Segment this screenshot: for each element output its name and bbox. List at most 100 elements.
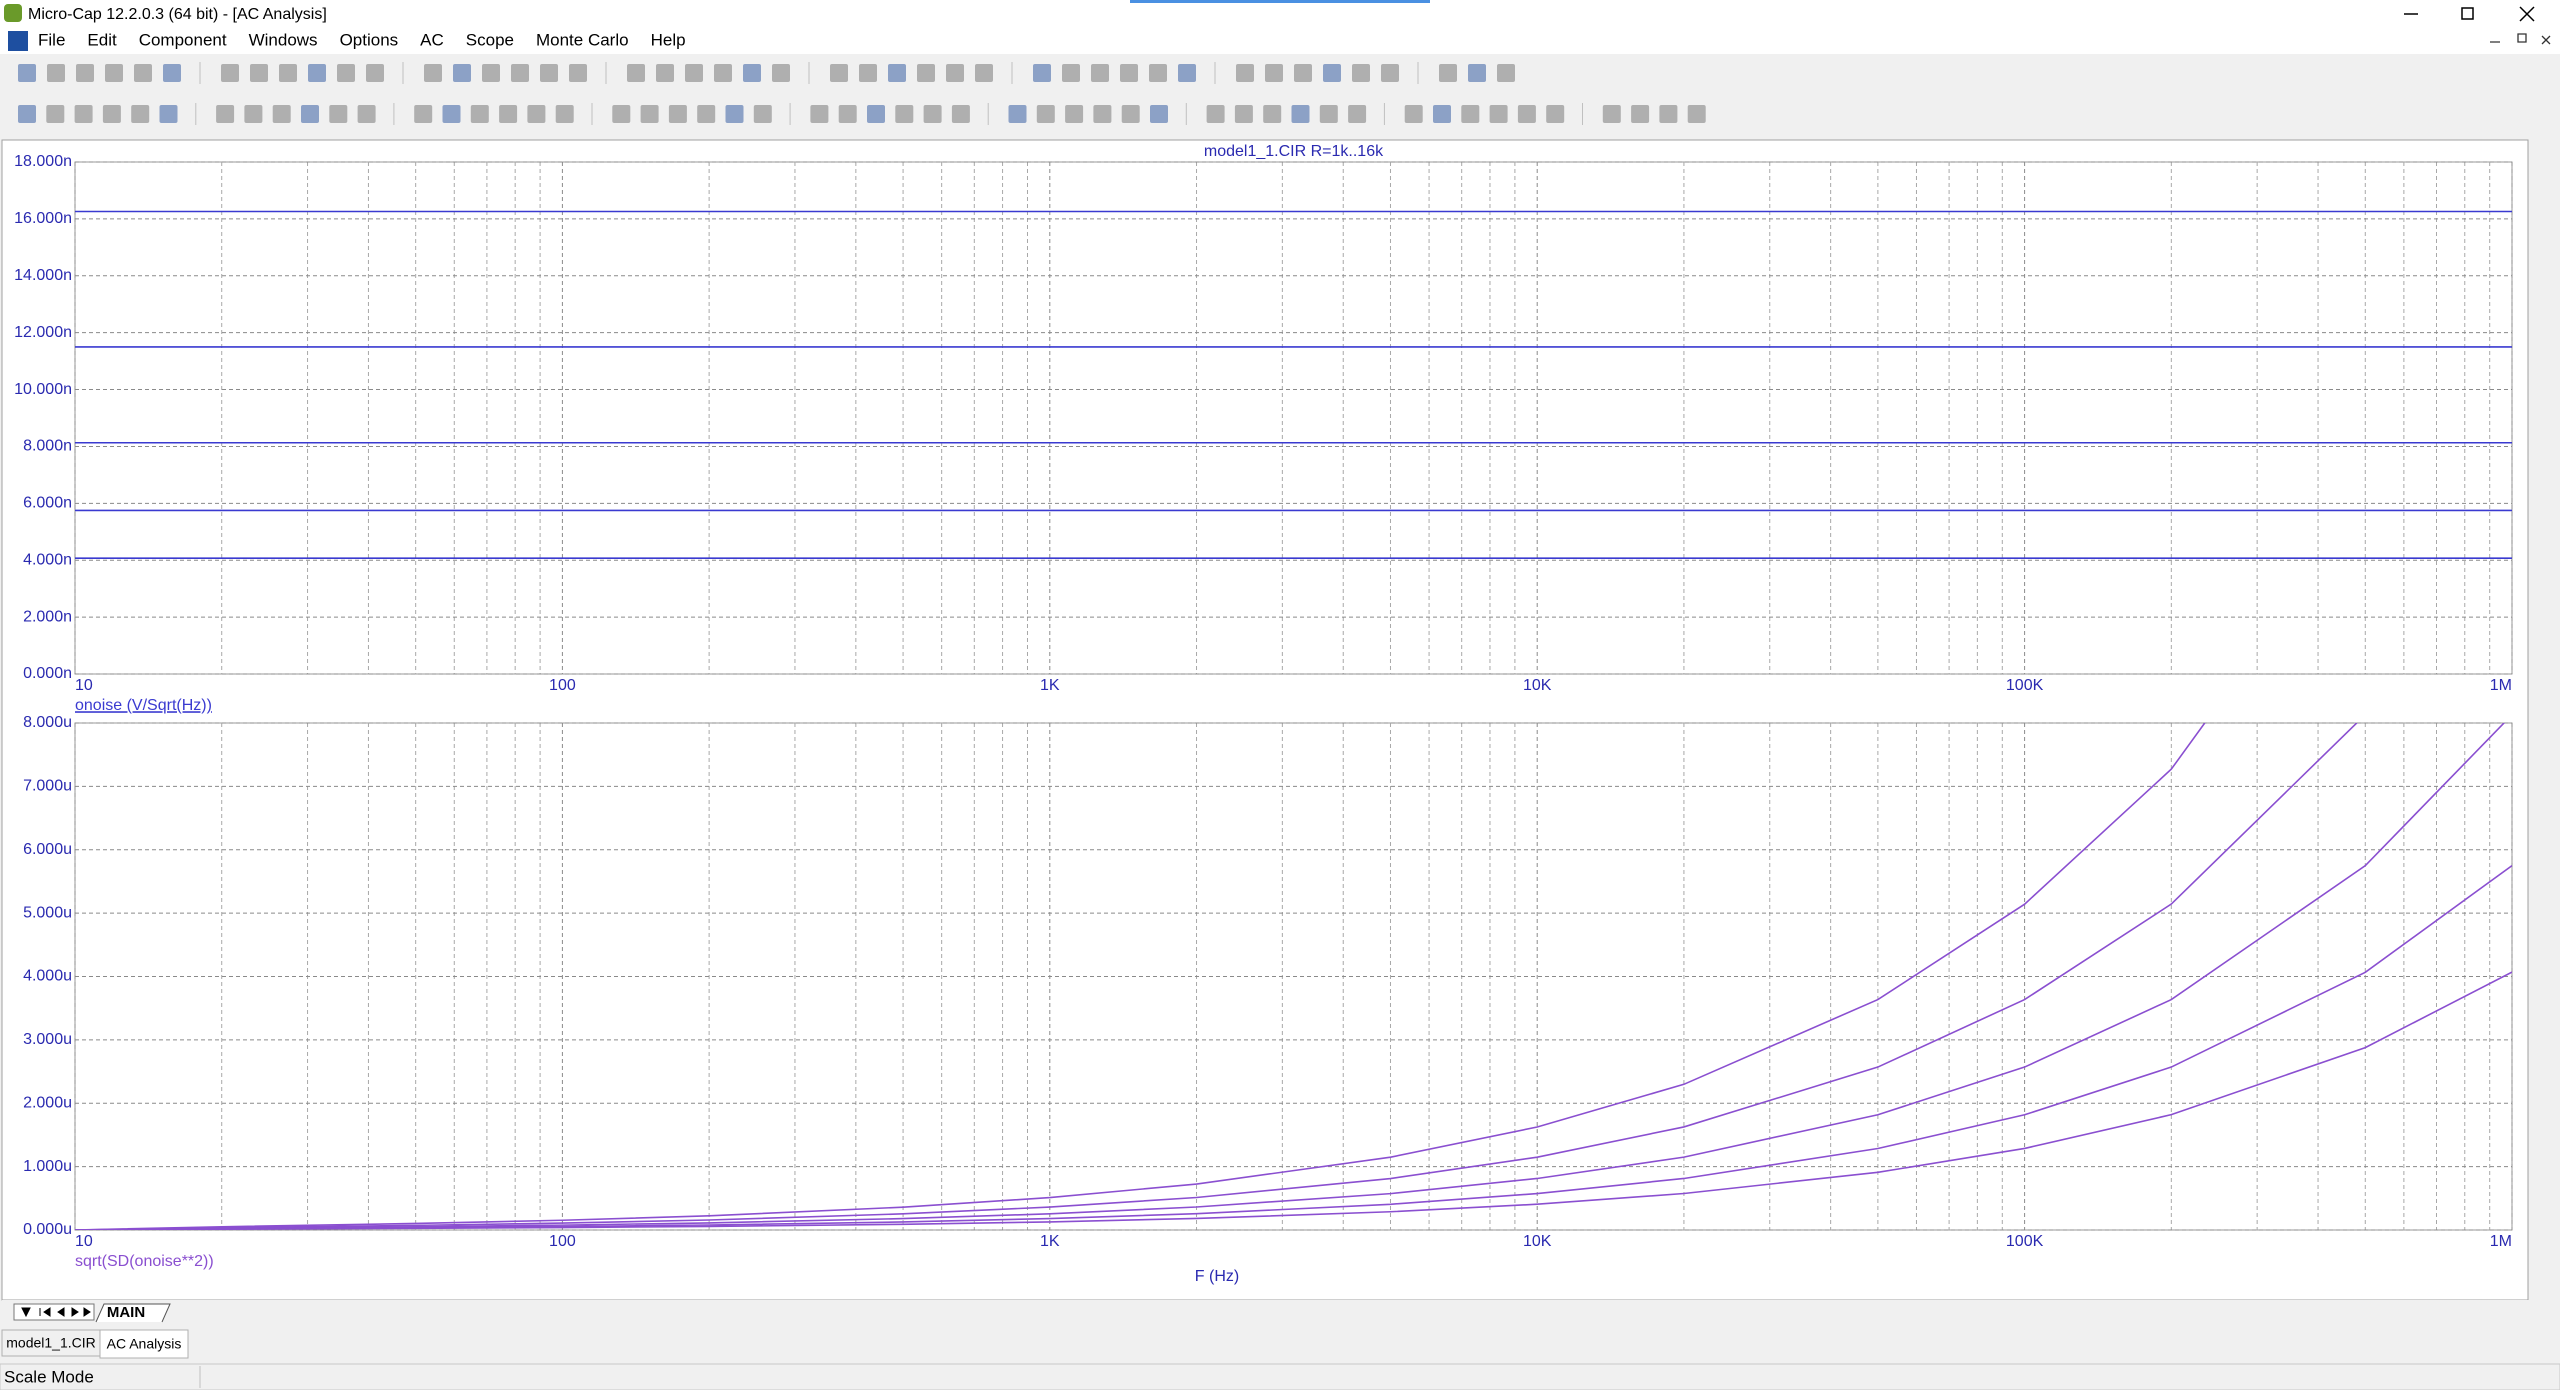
toolbar-button[interactable] (1234, 105, 1253, 123)
toolbar-button[interactable] (1033, 64, 1051, 82)
toolbar-button[interactable] (46, 105, 65, 123)
toolbar-button[interactable] (1348, 105, 1367, 123)
toolbar-button[interactable] (221, 64, 239, 82)
toolbar-button[interactable] (714, 64, 732, 82)
toolbar-button[interactable] (1433, 105, 1451, 123)
file-tab-label[interactable]: AC Analysis (107, 1336, 182, 1352)
toolbar-button[interactable] (1263, 105, 1282, 123)
toolbar-button[interactable] (1265, 64, 1283, 82)
toolbar-button[interactable] (499, 105, 518, 123)
toolbar-button[interactable] (1065, 105, 1084, 123)
toolbar-button[interactable] (1404, 105, 1423, 123)
toolbar-button[interactable] (18, 105, 36, 123)
toolbar-button[interactable] (1497, 64, 1515, 82)
toolbar-button[interactable] (1093, 105, 1112, 123)
page-tab-label[interactable]: MAIN (107, 1304, 145, 1321)
toolbar-button[interactable] (668, 105, 687, 123)
file-tab-active[interactable] (99, 1329, 189, 1359)
toolbar-button[interactable] (640, 105, 659, 123)
toolbar-button[interactable] (366, 64, 384, 82)
toolbar-button[interactable] (1120, 64, 1138, 82)
toolbar-button[interactable] (134, 64, 152, 82)
toolbar-button[interactable] (131, 105, 150, 123)
toolbar-button[interactable] (810, 105, 829, 123)
toolbar-button[interactable] (272, 105, 291, 123)
mdi-controls[interactable] (2490, 33, 2551, 45)
toolbar-button[interactable] (442, 105, 461, 123)
toolbar-button[interactable] (1468, 64, 1486, 82)
toolbar-button[interactable] (163, 64, 181, 82)
toolbar-button[interactable] (1323, 64, 1341, 82)
toolbar-button[interactable] (1291, 105, 1310, 123)
toolbar-button[interactable] (888, 64, 906, 82)
toolbar-button[interactable] (76, 64, 94, 82)
toolbar-button[interactable] (105, 64, 123, 82)
toolbar-button[interactable] (279, 64, 297, 82)
toolbar-button[interactable] (1036, 105, 1055, 123)
menu-item[interactable]: Scope (466, 30, 514, 49)
toolbar-button[interactable] (1687, 105, 1706, 123)
toolbar-button[interactable] (1352, 64, 1370, 82)
toolbar-button[interactable] (569, 64, 587, 82)
toolbar-button[interactable] (867, 105, 885, 123)
toolbar-button[interactable] (102, 105, 121, 123)
page-tab[interactable] (95, 1303, 171, 1323)
toolbar-button[interactable] (685, 64, 703, 82)
file-tab[interactable] (1, 1329, 101, 1357)
toolbar-button[interactable] (1294, 64, 1312, 82)
menu-item[interactable]: AC (420, 30, 444, 49)
toolbar-button[interactable] (946, 64, 964, 82)
toolbar-button[interactable] (612, 105, 631, 123)
toolbar-button[interactable] (1631, 105, 1650, 123)
toolbar-button[interactable] (1659, 105, 1678, 123)
menu-item[interactable]: Edit (87, 30, 117, 49)
toolbar-button[interactable] (1517, 105, 1536, 123)
menu-item[interactable]: Help (651, 30, 686, 49)
toolbar-button[interactable] (772, 64, 790, 82)
toolbar-button[interactable] (511, 64, 529, 82)
toolbar-button[interactable] (18, 64, 36, 82)
toolbar-button[interactable] (697, 105, 716, 123)
toolbar-button[interactable] (1439, 64, 1457, 82)
toolbar-button[interactable] (1236, 64, 1254, 82)
toolbar-button[interactable] (424, 64, 442, 82)
toolbar-button[interactable] (917, 64, 935, 82)
toolbar-button[interactable] (482, 64, 500, 82)
toolbar-button[interactable] (627, 64, 645, 82)
toolbar-button[interactable] (1178, 64, 1196, 82)
toolbar-button[interactable] (159, 105, 178, 123)
toolbar-button[interactable] (1091, 64, 1109, 82)
toolbar-button[interactable] (1062, 64, 1080, 82)
scrollbar[interactable] (2530, 92, 2558, 1302)
menu-item[interactable]: File (38, 30, 65, 49)
toolbar-button[interactable] (1602, 105, 1621, 123)
y-axis-label[interactable]: sqrt(SD(onoise**2)) (75, 1253, 214, 1270)
tab-nav[interactable] (13, 1303, 95, 1321)
toolbar-button[interactable] (1149, 64, 1167, 82)
toolbar-button[interactable] (1546, 105, 1565, 123)
toolbar-button[interactable] (453, 64, 471, 82)
toolbar-button[interactable] (357, 105, 376, 123)
toolbar-button[interactable] (527, 105, 546, 123)
toolbar-button[interactable] (1461, 105, 1480, 123)
toolbar-button[interactable] (540, 64, 558, 82)
toolbar-button[interactable] (1008, 105, 1027, 123)
toolbar-button[interactable] (337, 64, 355, 82)
menu-item[interactable]: Options (340, 30, 399, 49)
toolbar-button[interactable] (470, 105, 489, 123)
toolbar-button[interactable] (250, 64, 268, 82)
toolbar-button[interactable] (244, 105, 263, 123)
file-tab-label[interactable]: model1_1.CIR (6, 1335, 96, 1351)
toolbar-button[interactable] (975, 64, 993, 82)
toolbar-button[interactable] (838, 105, 857, 123)
toolbar-button[interactable] (555, 105, 574, 123)
y-axis-label[interactable]: onoise (V/Sqrt(Hz)) (75, 697, 212, 714)
toolbar-button[interactable] (1121, 105, 1140, 123)
close-button[interactable] (2519, 6, 2535, 22)
restore-button[interactable] (2461, 7, 2474, 20)
toolbar-button[interactable] (1150, 105, 1168, 123)
toolbar-button[interactable] (1206, 105, 1225, 123)
toolbar-button[interactable] (74, 105, 93, 123)
toolbar-button[interactable] (656, 64, 674, 82)
menu-item[interactable]: Monte Carlo (536, 30, 629, 49)
